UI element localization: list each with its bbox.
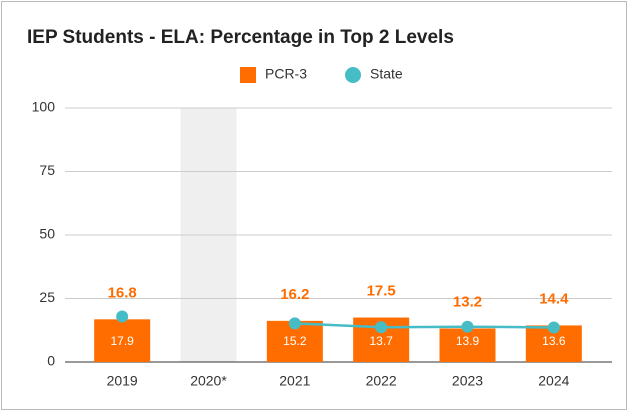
y-tick-label: 100 (32, 99, 56, 115)
line (294, 322, 554, 329)
x-tick-label: 2021 (279, 373, 310, 389)
legend-label: PCR-3 (265, 66, 307, 82)
line-point (547, 321, 560, 334)
bar (94, 319, 151, 362)
x-tick-label: 2019 (107, 373, 138, 389)
legend-swatch (345, 67, 362, 83)
bar-value-label: 16.2 (280, 286, 309, 303)
x-tick-label: 2024 (538, 373, 569, 389)
legend-swatch (240, 67, 256, 83)
line-value-label: 13.7 (369, 334, 393, 348)
line-point (375, 321, 388, 334)
line-value-label: 17.9 (110, 334, 134, 348)
x-tick-label: 2022 (366, 373, 397, 389)
line-point (288, 317, 301, 330)
line-value-label: 13.9 (456, 334, 480, 348)
x-tick-label: 2020* (190, 373, 227, 389)
bar-value-label: 16.8 (108, 284, 137, 301)
legend-label: State (370, 66, 403, 82)
line-point (116, 310, 129, 323)
y-tick-label: 50 (39, 226, 55, 242)
y-tick-label: 0 (47, 353, 55, 369)
chart-title: IEP Students - ELA: Percentage in Top 2 … (27, 27, 454, 48)
bar-value-label: 13.2 (453, 293, 482, 310)
bar-value-label: 14.4 (539, 290, 569, 307)
x-tick-label: 2023 (452, 373, 483, 389)
y-tick-label: 25 (39, 289, 55, 305)
bar (439, 328, 496, 362)
line-value-label: 15.2 (283, 334, 307, 348)
line-value-label: 13.6 (542, 334, 566, 348)
line-point (461, 320, 474, 333)
y-tick-label: 75 (39, 162, 55, 178)
bar-value-label: 17.5 (367, 283, 396, 300)
